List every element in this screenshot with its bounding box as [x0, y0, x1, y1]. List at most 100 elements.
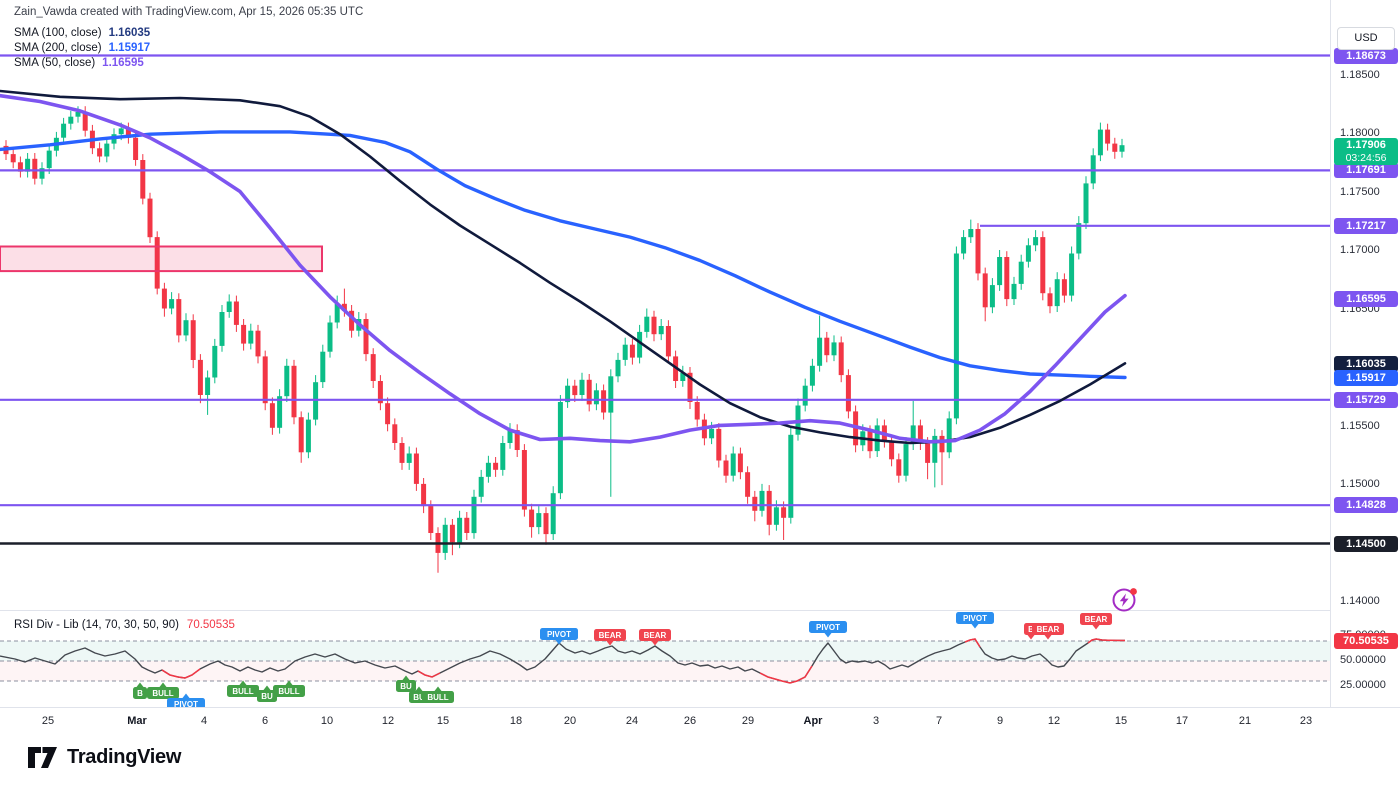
svg-text:PIVOT: PIVOT	[174, 700, 198, 709]
rsi-marker-pivot: PIVOT	[540, 628, 578, 645]
price-tick: 1.15500	[1340, 419, 1380, 432]
time-tick-10: 10	[320, 715, 334, 727]
rsi-extreme-segment	[759, 665, 813, 684]
svg-text:B: B	[1028, 625, 1034, 634]
rsi-value-badge: 70.50535	[1334, 632, 1398, 649]
price-tick: 1.15000	[1340, 478, 1380, 491]
indicator-row-0: SMA (100, close) 1.16035	[14, 27, 151, 39]
svg-text:B: B	[137, 689, 143, 698]
rsi-marker-bear: BEAR	[594, 629, 626, 646]
rsi-marker-pivot: PIVOT	[956, 612, 994, 629]
supply-zone-rectangle[interactable]	[0, 245, 323, 273]
rsi-extreme-segment	[417, 670, 441, 678]
rsi-tick: 50.00000	[1340, 654, 1386, 666]
tradingview-logo[interactable]: TradingView	[28, 745, 181, 770]
rsi-marker-bull: BULL	[147, 682, 179, 699]
price-level-badge: 1.15917	[1334, 369, 1398, 386]
svg-text:BULL: BULL	[427, 693, 448, 702]
price-level-badge: 1.15729	[1334, 391, 1398, 408]
indicator-row-1: SMA (200, close) 1.15917	[14, 42, 151, 54]
time-tick-23: 23	[1299, 715, 1313, 727]
svg-text:PIVOT: PIVOT	[963, 614, 987, 623]
rsi-extreme-segment	[161, 668, 201, 679]
price-level-badge: 1.17217	[1334, 217, 1398, 234]
boost-lightning-icon[interactable]	[1109, 584, 1140, 620]
rsi-zone	[0, 641, 1330, 661]
svg-text:BU: BU	[413, 693, 425, 702]
price-level-badge: 1.14828	[1334, 497, 1398, 514]
price-level-badge: 1.16595	[1334, 290, 1398, 307]
svg-text:BEAR: BEAR	[644, 631, 667, 640]
bar-countdown: 03:24:56	[1345, 152, 1387, 165]
rsi-marker-bear: BEAR	[1080, 613, 1112, 630]
sma-50-line[interactable]	[0, 93, 1127, 444]
time-tick-29: 29	[741, 715, 755, 727]
svg-text:BULL: BULL	[152, 689, 173, 698]
rsi-marker-bull: BULL	[273, 680, 305, 697]
rsi-marker-pivot: PIVOT	[809, 621, 847, 638]
rsi-marker-bull: BU	[396, 675, 416, 692]
time-tick-15: 15	[1114, 715, 1128, 727]
price-level-badge: 1.18673	[1334, 47, 1398, 64]
price-tick: 1.17000	[1340, 244, 1380, 257]
tradingview-logo-mark	[28, 747, 57, 768]
rsi-extreme-segment	[964, 638, 981, 648]
footer-strip: TradingView	[0, 733, 1400, 785]
last-price: 1.17906	[1346, 139, 1386, 152]
price-axis[interactable]: USD 1.18500 1.18000 1.17500 1.17000 1.16500 1…	[1330, 0, 1400, 733]
svg-text:BU: BU	[400, 682, 412, 691]
svg-text:BULL: BULL	[278, 687, 299, 696]
time-tick-3: 3	[872, 715, 880, 727]
price-tick: 1.17500	[1340, 185, 1380, 198]
chart-legend: Zain_Vawda created with TradingView.com,…	[14, 6, 363, 72]
horizontal-level-lines[interactable]	[0, 54, 1330, 545]
rsi-marker-bull: BULL	[422, 686, 454, 703]
last-price-badge: 1.17906 03:24:56	[1334, 138, 1398, 166]
time-tick-15: 15	[436, 715, 450, 727]
price-level-badge: 1.17691	[1334, 162, 1398, 179]
svg-text:BULL: BULL	[232, 687, 253, 696]
main-price-chart[interactable]	[0, 0, 1330, 611]
rsi-legend: RSI Div - Lib (14, 70, 30, 50, 90) 70.505…	[14, 619, 235, 631]
svg-text:BEAR: BEAR	[599, 631, 622, 640]
candles-series[interactable]	[3, 106, 1125, 573]
rsi-marker-bear: BEAR	[1032, 623, 1064, 640]
svg-text:PIVOT: PIVOT	[816, 623, 840, 632]
currency-usd-button[interactable]: USD	[1337, 27, 1395, 50]
rsi-marker-bull: B	[133, 682, 147, 699]
sma-200-line[interactable]	[0, 130, 1127, 380]
time-tick-17: 17	[1175, 715, 1189, 727]
time-tick-4: 4	[200, 715, 208, 727]
price-level-badge: 1.14500	[1334, 535, 1398, 552]
time-tick-12: 12	[381, 715, 395, 727]
time-tick-25: 25	[41, 715, 55, 727]
rsi-marker-bull: BULL	[227, 680, 259, 697]
indicator-legend-rows: SMA (100, close) 1.16035 SMA (200, close) 1…	[14, 27, 363, 72]
price-tick: 1.18000	[1340, 127, 1380, 140]
rsi-value: 70.50535	[186, 619, 235, 631]
time-axis[interactable]: 25 Mar 4 6 10 12 15 18 20 24 26 29 Apr 3 7 9 12 15 17 21 23	[0, 707, 1400, 734]
tradingview-logo-text: TradingView	[67, 746, 182, 768]
svg-text:BEAR: BEAR	[1037, 625, 1060, 634]
attribution-text: Zain_Vawda created with TradingView.com,…	[14, 6, 364, 18]
time-tick-12: 12	[1047, 715, 1061, 727]
svg-text:BEAR: BEAR	[1085, 615, 1108, 624]
time-tick-6: 6	[261, 715, 269, 727]
svg-text:PIVOT: PIVOT	[547, 630, 571, 639]
time-tick-21: 21	[1238, 715, 1252, 727]
rsi-title: RSI Div - Lib (14, 70, 30, 50, 90)	[14, 619, 179, 631]
time-tick-26: 26	[683, 715, 697, 727]
time-tick-18: 18	[509, 715, 523, 727]
time-tick-mar: Mar	[127, 715, 147, 727]
time-tick-20: 20	[563, 715, 577, 727]
svg-text:BU: BU	[261, 692, 273, 701]
pane-divider[interactable]	[0, 610, 1400, 611]
time-tick-apr: Apr	[803, 715, 823, 727]
price-level-badge: 1.16035	[1334, 356, 1398, 373]
time-tick-9: 9	[996, 715, 1004, 727]
price-tick: 1.18500	[1340, 68, 1380, 81]
price-tick: 1.14000	[1340, 594, 1380, 607]
rsi-zone	[0, 661, 1330, 681]
